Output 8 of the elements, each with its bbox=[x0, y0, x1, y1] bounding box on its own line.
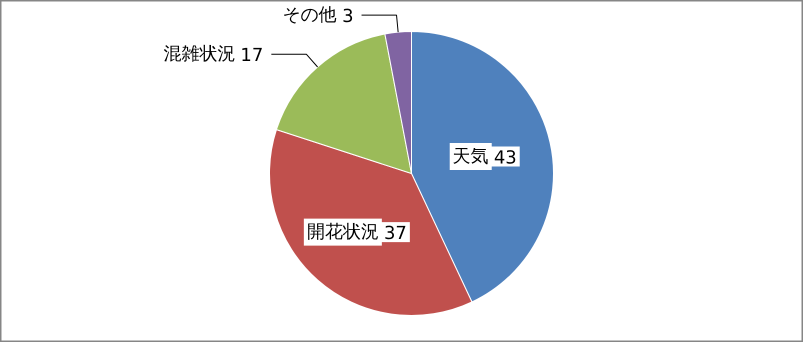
data-label: 3 bbox=[342, 6, 354, 28]
data-label: 37 bbox=[384, 223, 407, 244]
slice-label: 天気 bbox=[452, 146, 489, 167]
slice-label: 混雑状況 bbox=[163, 44, 236, 65]
data-label: 43 bbox=[494, 147, 517, 168]
slice-label: その他 bbox=[282, 4, 337, 26]
slice-label: 開花状況 bbox=[306, 222, 379, 243]
data-label: 17 bbox=[240, 45, 264, 66]
